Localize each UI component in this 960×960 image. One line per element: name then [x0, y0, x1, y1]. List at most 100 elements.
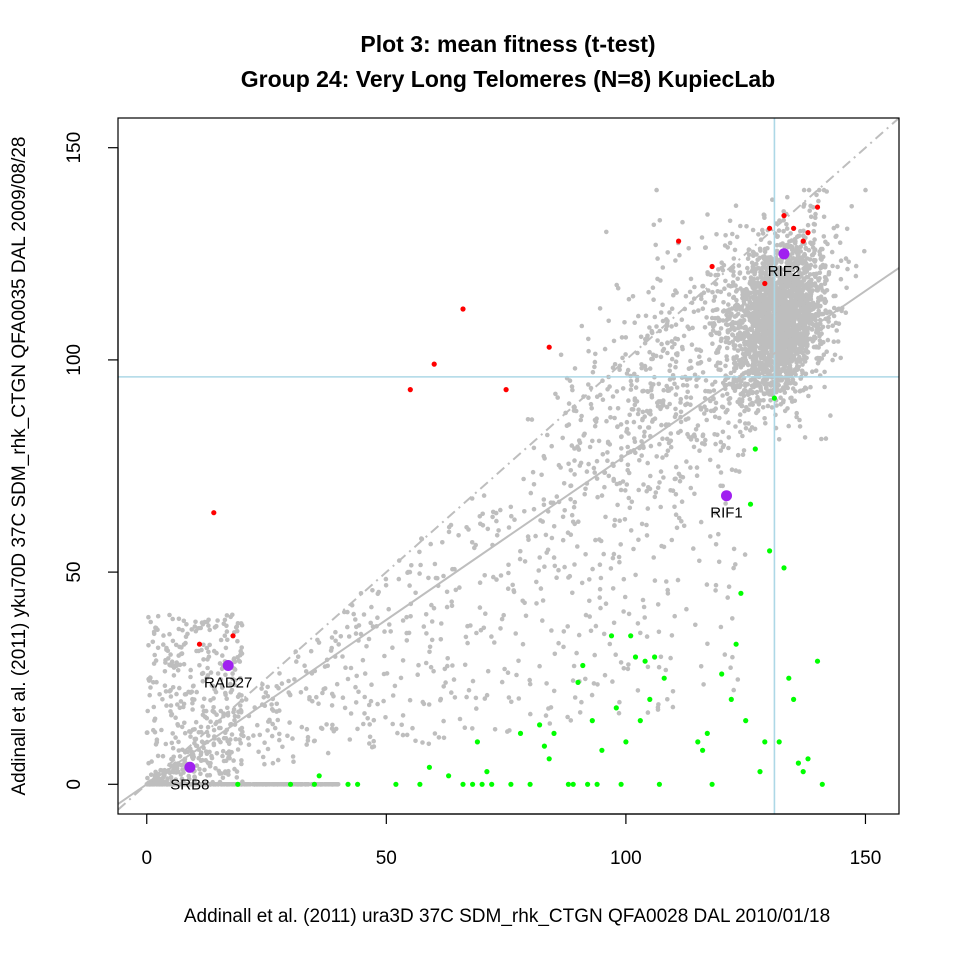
- background-point: [509, 505, 514, 510]
- background-point: [559, 353, 564, 358]
- suppressor-point: [772, 396, 777, 401]
- background-point: [798, 249, 803, 254]
- background-point: [277, 732, 282, 737]
- background-point: [567, 401, 572, 406]
- background-point: [247, 742, 252, 747]
- background-point: [664, 668, 669, 673]
- background-point: [375, 702, 380, 707]
- suppressor-point: [537, 722, 542, 727]
- background-point: [572, 458, 577, 463]
- suppressor-point: [528, 782, 533, 787]
- y-tick-label: 100: [64, 344, 85, 376]
- suppressor-point: [753, 446, 758, 451]
- background-point: [197, 663, 202, 668]
- background-point: [839, 258, 844, 263]
- background-point: [214, 712, 219, 717]
- background-point: [502, 667, 507, 672]
- background-point: [177, 686, 182, 691]
- background-point: [353, 617, 358, 622]
- background-point: [528, 712, 533, 717]
- background-point: [826, 325, 831, 330]
- background-point: [657, 442, 662, 447]
- background-point: [331, 694, 336, 699]
- background-point: [166, 648, 171, 653]
- background-point: [703, 325, 708, 330]
- background-point: [540, 618, 545, 623]
- background-point: [814, 368, 819, 373]
- background-point: [494, 519, 499, 524]
- background-point: [647, 325, 652, 330]
- background-point: [625, 427, 630, 432]
- background-point: [510, 583, 515, 588]
- background-point: [748, 378, 753, 383]
- background-point: [756, 282, 761, 287]
- background-point: [719, 326, 724, 331]
- background-point: [722, 286, 727, 291]
- background-point: [320, 726, 325, 731]
- suppressor-point: [427, 765, 432, 770]
- background-point: [745, 309, 750, 314]
- background-point: [677, 253, 682, 258]
- background-point: [628, 506, 633, 511]
- background-point: [169, 694, 174, 699]
- background-point: [825, 311, 830, 316]
- background-point: [171, 755, 176, 760]
- background-point: [780, 378, 785, 383]
- suppressor-point: [446, 773, 451, 778]
- background-point: [704, 378, 709, 383]
- background-point: [464, 635, 469, 640]
- background-point: [796, 310, 801, 315]
- background-point: [660, 436, 665, 441]
- background-point: [613, 518, 618, 523]
- background-point: [667, 310, 672, 315]
- background-point: [265, 685, 270, 690]
- background-point: [776, 302, 781, 307]
- background-point: [735, 288, 740, 293]
- background-point: [781, 334, 786, 339]
- background-point: [304, 742, 309, 747]
- y-axis: 050100150: [64, 132, 118, 790]
- background-point: [182, 619, 187, 624]
- background-point: [383, 715, 388, 720]
- background-point: [677, 516, 682, 521]
- background-point: [626, 431, 631, 436]
- background-point: [684, 294, 689, 299]
- background-point: [670, 538, 675, 543]
- suppressor-point: [781, 565, 786, 570]
- background-point: [274, 709, 279, 714]
- background-point: [188, 734, 193, 739]
- background-point: [291, 754, 296, 759]
- background-point: [785, 322, 790, 327]
- background-point: [639, 453, 644, 458]
- background-point: [201, 713, 206, 718]
- background-point: [646, 290, 651, 295]
- background-point: [666, 591, 671, 596]
- background-point: [623, 595, 628, 600]
- background-point: [642, 605, 647, 610]
- background-point: [235, 775, 240, 780]
- background-point: [262, 695, 267, 700]
- background-point: [224, 736, 229, 741]
- background-point: [708, 458, 713, 463]
- background-point: [807, 208, 812, 213]
- background-point: [637, 458, 642, 463]
- background-point: [705, 212, 710, 217]
- background-point: [723, 233, 728, 238]
- background-point: [202, 620, 207, 625]
- suppressor-point: [619, 782, 624, 787]
- background-point: [354, 631, 359, 636]
- background-point: [863, 188, 868, 193]
- enhancer-point: [762, 281, 767, 286]
- suppressor-point: [657, 782, 662, 787]
- background-point: [407, 583, 412, 588]
- background-point: [670, 339, 675, 344]
- background-point: [601, 397, 606, 402]
- background-point: [561, 645, 566, 650]
- background-point: [495, 533, 500, 538]
- background-point: [636, 314, 641, 319]
- background-point: [732, 547, 737, 552]
- background-point: [833, 353, 838, 358]
- suppressor-point: [571, 782, 576, 787]
- background-point: [658, 218, 663, 223]
- background-point: [324, 722, 329, 727]
